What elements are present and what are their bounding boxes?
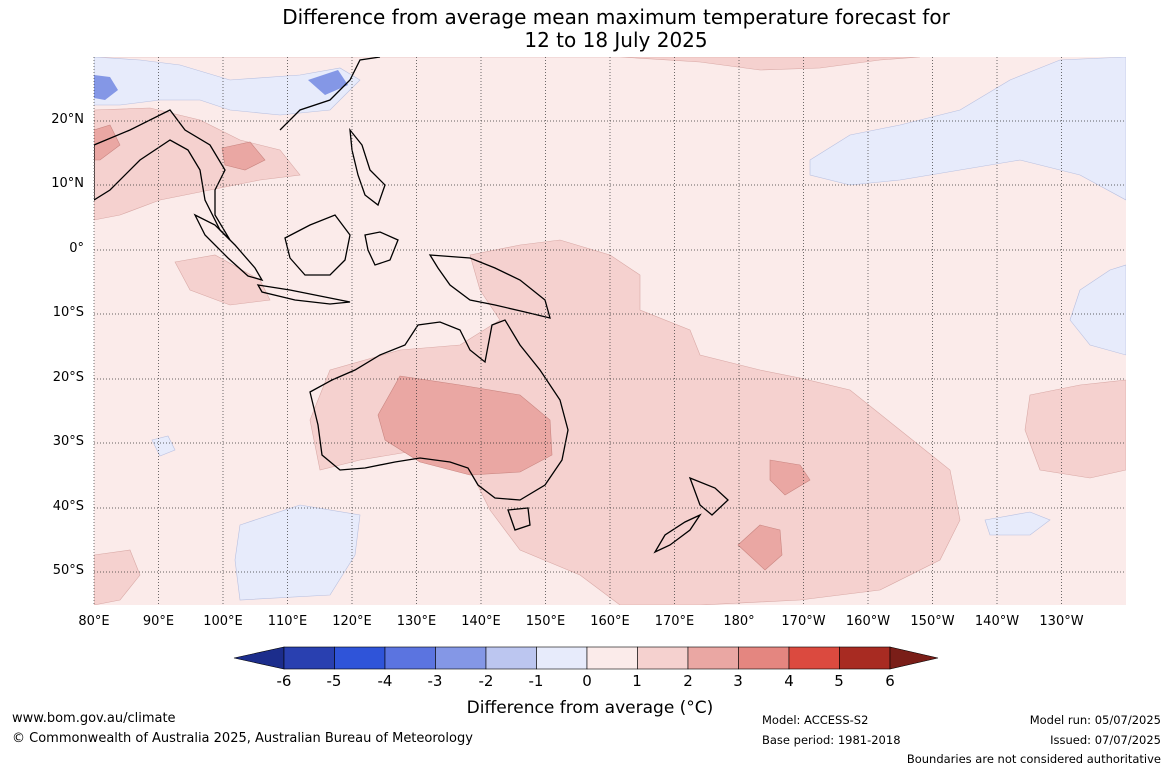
lon-label-150E: 150°E — [525, 614, 566, 629]
lon-label-170W: 170°W — [781, 614, 826, 629]
coast-new-zealand-north — [688, 476, 729, 516]
anomaly-region-sw-corner — [94, 549, 141, 605]
colorbar-segment — [788, 646, 840, 670]
lon-label-90E: 90°E — [142, 614, 175, 629]
anomaly-region-north-west — [94, 124, 121, 161]
lat-label-30S: 30°S — [52, 434, 84, 449]
footer-base-period: Base period: 1981-2018 — [762, 733, 901, 747]
lat-label-0: 0° — [69, 241, 84, 256]
anomaly-region-taiwan-cool — [308, 70, 348, 95]
colorbar-segment — [283, 646, 335, 670]
anomaly-region-central-australia — [377, 375, 553, 476]
anomaly-region-se-pacific — [1024, 379, 1126, 479]
lon-label-100E: 100°E — [203, 614, 243, 629]
coast-tasmania — [507, 507, 531, 531]
lat-label-10S: 10°S — [52, 305, 84, 320]
coast-australia — [309, 319, 569, 501]
anomaly-region-indian-ocean — [174, 254, 271, 306]
lat-label-20N: 20°N — [51, 112, 84, 127]
chart-title-line1: Difference from average mean maximum tem… — [282, 5, 950, 29]
anomaly-region-east-pacific-cool — [1069, 264, 1126, 356]
colorbar-tick-label: 3 — [733, 672, 743, 690]
footer-website: www.bom.gov.au/climate — [12, 711, 176, 726]
lon-label-120E: 120°E — [332, 614, 372, 629]
colorbar-segment — [384, 646, 436, 670]
colorbar-segment — [485, 646, 537, 670]
lon-label-80E: 80°E — [78, 614, 110, 629]
colorbar-segment — [738, 646, 790, 670]
lon-label-160E: 160°E — [590, 614, 630, 629]
graticule — [93, 57, 1126, 605]
coast-new-zealand-south — [653, 513, 702, 554]
anomaly-2-to-3-regions — [94, 124, 811, 571]
footer-model: Model: ACCESS-S2 — [762, 713, 869, 727]
anomaly-region-far-south-cool — [984, 511, 1051, 536]
footer-model-run: Model run: 05/07/2025 — [1029, 713, 1161, 727]
footer-copyright: © Commonwealth of Australia 2025, Austra… — [12, 731, 473, 746]
coast-new-guinea — [428, 254, 551, 319]
colorbar-segment — [839, 646, 891, 670]
lon-label-150W: 150°W — [910, 614, 955, 629]
colorbar-segment — [586, 646, 638, 670]
lon-label-160W: 160°W — [845, 614, 891, 629]
anomaly-cool-regions — [94, 57, 1126, 601]
colorbar-tick-label: 5 — [834, 672, 844, 690]
colorbar-tick-label: -6 — [276, 672, 292, 690]
lat-label-20S: 20°S — [52, 370, 84, 385]
lon-label-140W: 140°W — [974, 614, 1020, 629]
coast-mainland-se-asia — [94, 109, 231, 241]
colorbar-tick-label: 2 — [683, 672, 693, 690]
colorbar-tick-label: -4 — [377, 672, 393, 690]
footer-disclaimer: Boundaries are not considered authoritat… — [906, 752, 1161, 766]
colorbar-segment — [435, 646, 487, 670]
colorbar-tick-label: 1 — [632, 672, 642, 690]
lon-label-140E: 140°E — [461, 614, 501, 629]
anomaly-region-north-pacific — [94, 57, 921, 71]
anomaly-region-tibet-strong-cool — [94, 75, 118, 100]
lat-label-40S: 40°S — [52, 499, 84, 514]
colorbar-tick-label: -1 — [528, 672, 544, 690]
lon-label-180: 180° — [723, 614, 755, 629]
anomaly-minus-2-to-3-regions — [94, 70, 348, 100]
coastlines — [94, 57, 729, 554]
colorbar-tick-label: -5 — [326, 672, 342, 690]
chart-title-line2: 12 to 18 July 2025 — [524, 28, 708, 52]
anomaly-region-png-pacific — [309, 239, 961, 605]
lon-label-130W: 130°W — [1039, 614, 1084, 629]
colorbar-tick-label: -3 — [427, 672, 443, 690]
lat-label-50S: 50°S — [52, 563, 84, 578]
colorbar-tick-label: -2 — [478, 672, 494, 690]
lat-label-10N: 10°N — [51, 176, 84, 191]
lon-label-170E: 170°E — [654, 614, 695, 629]
coast-philippines — [349, 127, 386, 207]
anomaly-1-to-2-regions — [94, 57, 1126, 605]
colorbar-segment — [687, 646, 739, 670]
colorbar-segment — [334, 646, 386, 670]
colorbar-tick-label: 6 — [885, 672, 895, 690]
colorbar-tick-label: 0 — [582, 672, 592, 690]
footer-issued: Issued: 07/07/2025 — [1050, 733, 1161, 747]
colorbar-title: Difference from average (°C) — [466, 698, 714, 718]
colorbar-segment — [637, 646, 689, 670]
colorbar-segment — [536, 646, 588, 670]
colorbar-tick-label: 4 — [784, 672, 794, 690]
lon-label-130E: 130°E — [396, 614, 437, 629]
anomaly-region-north-pacific-cool — [809, 57, 1126, 201]
coast-java — [256, 284, 351, 305]
anomaly-region-small-cool — [151, 435, 176, 457]
coast-china-east — [279, 57, 381, 131]
coast-borneo — [284, 214, 351, 276]
colorbar — [233, 646, 939, 670]
anomaly-region-tasman-east — [769, 459, 811, 496]
colorbar-arrow-min — [233, 646, 285, 670]
anomaly-region-vietnam — [221, 141, 266, 171]
anomaly-region-tibet-cool — [94, 57, 361, 116]
lon-label-110E: 110°E — [267, 614, 308, 629]
colorbar-arrow-max — [889, 646, 939, 670]
anomaly-region-south-of-nz — [737, 524, 783, 571]
anomaly-region-south-indian-cool — [234, 504, 361, 601]
